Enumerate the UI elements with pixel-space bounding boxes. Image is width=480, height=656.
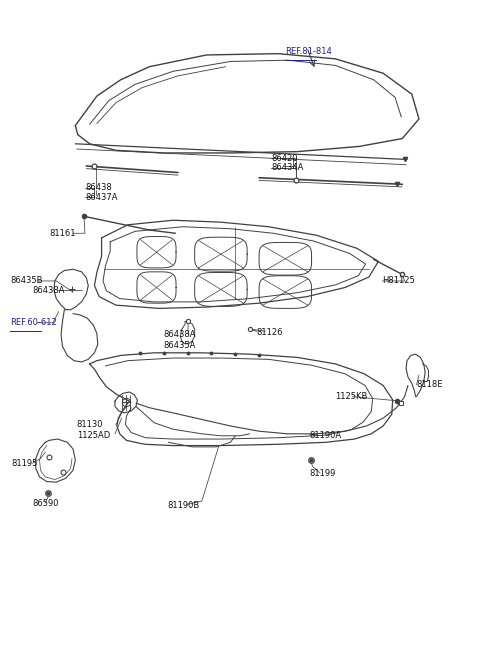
Text: 1125KB: 1125KB xyxy=(336,392,368,401)
Text: 86437A: 86437A xyxy=(85,193,118,202)
Text: 86420: 86420 xyxy=(271,154,298,163)
Text: 86434A: 86434A xyxy=(271,163,303,173)
Text: 86435A: 86435A xyxy=(164,341,196,350)
Text: 81130: 81130 xyxy=(77,420,103,429)
Text: 81161: 81161 xyxy=(49,229,76,237)
Text: 81126: 81126 xyxy=(257,328,283,337)
Text: 86438: 86438 xyxy=(85,183,112,192)
Text: 86590: 86590 xyxy=(33,499,59,508)
Text: REF.81-814: REF.81-814 xyxy=(285,47,332,56)
Text: REF.60-612: REF.60-612 xyxy=(10,318,57,327)
Text: 81195: 81195 xyxy=(11,459,37,468)
Text: 86435B: 86435B xyxy=(10,276,42,285)
Text: 81190B: 81190B xyxy=(168,501,200,510)
Text: 81190A: 81190A xyxy=(309,430,341,440)
Text: H81125: H81125 xyxy=(382,276,415,285)
Text: 81199: 81199 xyxy=(310,468,336,478)
Text: 86438A: 86438A xyxy=(33,286,65,295)
Text: 1125AD: 1125AD xyxy=(77,430,110,440)
Text: 86438A: 86438A xyxy=(164,330,196,339)
Text: 8118E: 8118E xyxy=(417,380,443,389)
